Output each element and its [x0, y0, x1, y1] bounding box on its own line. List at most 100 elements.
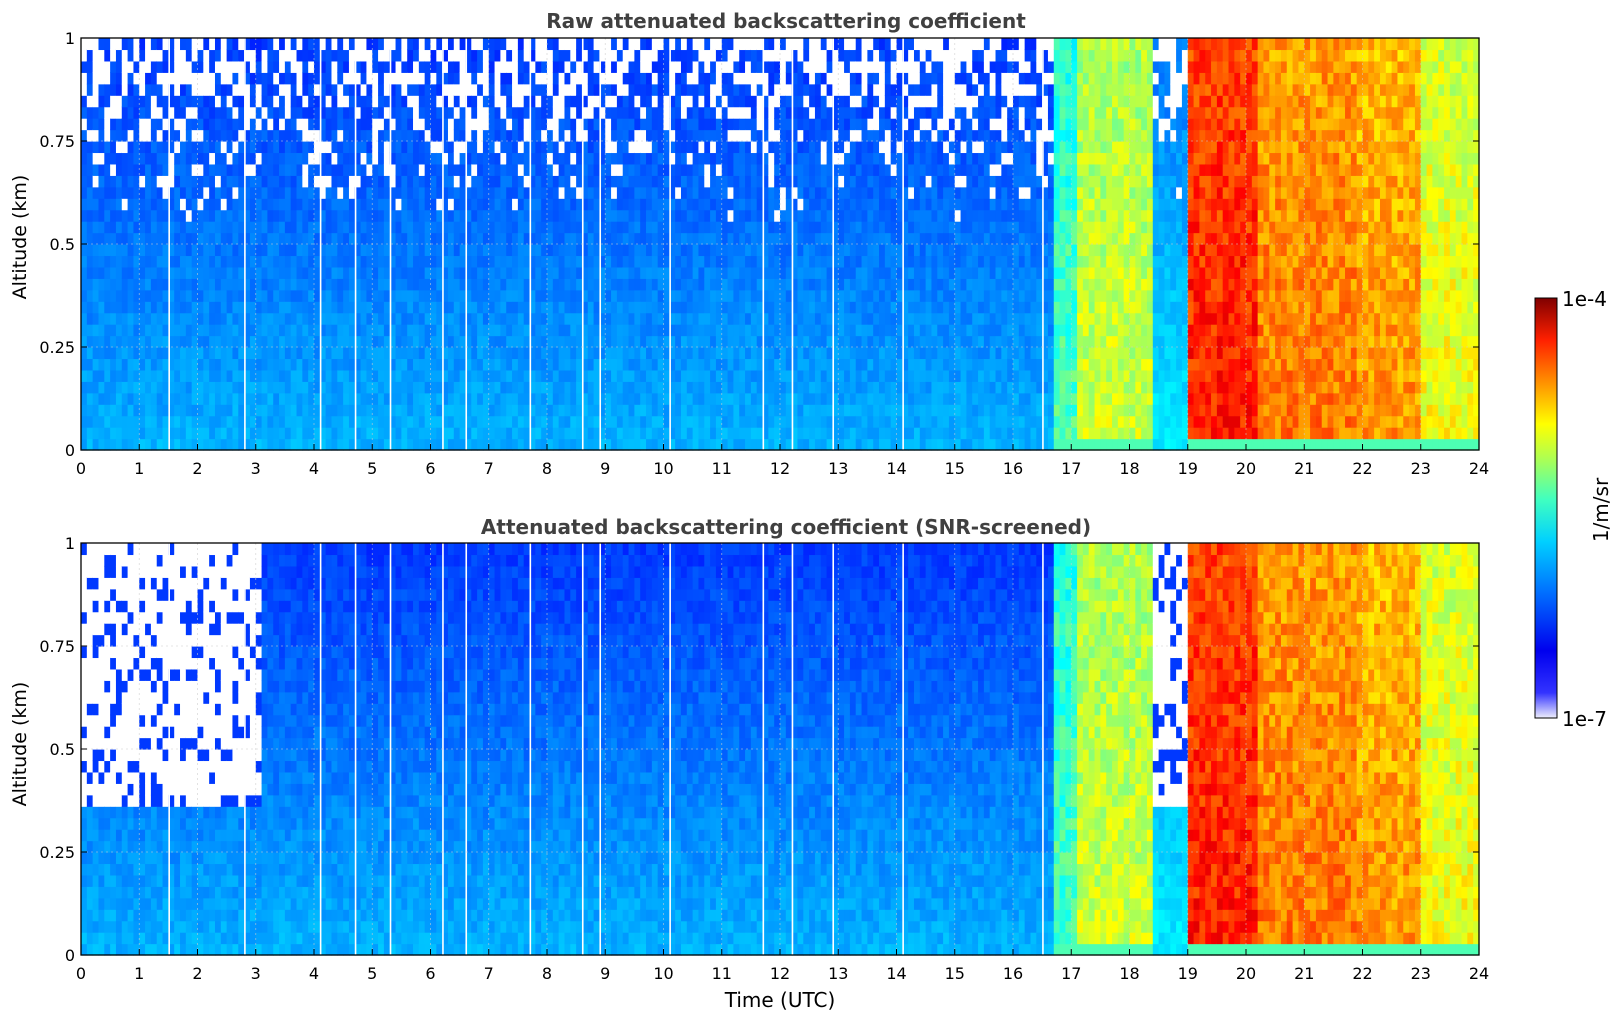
heatmap-cell	[314, 152, 320, 164]
heatmap-cell	[827, 404, 833, 416]
heatmap-cell	[349, 107, 355, 119]
heatmap-cell	[215, 324, 221, 336]
heatmap-cell	[93, 393, 99, 405]
heatmap-cell	[291, 130, 297, 142]
heatmap-cell	[564, 370, 570, 382]
heatmap-cell	[698, 72, 704, 84]
heatmap-cell	[704, 210, 710, 222]
heatmap-cell	[873, 439, 879, 451]
heatmap-cell	[396, 393, 402, 405]
heatmap-cell	[768, 164, 774, 176]
heatmap-cell	[553, 301, 559, 313]
heatmap-cell	[448, 439, 454, 451]
heatmap-cell	[809, 267, 815, 279]
heatmap-cell	[588, 290, 594, 302]
heatmap-cell	[570, 416, 576, 428]
heatmap-cell	[576, 381, 582, 393]
heatmap-cell	[751, 336, 757, 348]
heatmap-cell	[93, 313, 99, 325]
heatmap-cell	[751, 313, 757, 325]
heatmap-cell	[460, 107, 466, 119]
heatmap-cell	[559, 210, 565, 222]
heatmap-cell	[681, 187, 687, 199]
heatmap-cell	[646, 404, 652, 416]
heatmap-cell	[256, 416, 262, 428]
heatmap-cell	[337, 152, 343, 164]
heatmap-cell	[361, 347, 367, 359]
heatmap-cell	[361, 393, 367, 405]
heatmap-cell	[87, 278, 93, 290]
heatmap-cell	[419, 313, 425, 325]
heatmap-cell	[256, 198, 262, 210]
heatmap-cell	[87, 244, 93, 256]
heatmap-cell	[617, 427, 623, 439]
heatmap-cell	[174, 141, 180, 153]
heatmap-cell	[535, 130, 541, 142]
heatmap-cell	[279, 427, 285, 439]
heatmap-cell	[413, 38, 419, 50]
heatmap-cell	[180, 141, 186, 153]
heatmap-cell	[512, 255, 518, 267]
heatmap-cell	[623, 164, 629, 176]
heatmap-cell	[570, 175, 576, 187]
heatmap-cell	[809, 84, 815, 96]
heatmap-cell	[314, 130, 320, 142]
heatmap-cell	[611, 233, 617, 245]
heatmap-cell	[145, 210, 151, 222]
heatmap-cell	[652, 61, 658, 73]
heatmap-cell	[553, 336, 559, 348]
heatmap-cell	[850, 118, 856, 130]
heatmap-cell	[128, 49, 134, 61]
heatmap-cell	[413, 278, 419, 290]
heatmap-cell	[512, 324, 518, 336]
heatmap-cell	[768, 210, 774, 222]
heatmap-cell	[122, 152, 128, 164]
heatmap-cell	[291, 49, 297, 61]
heatmap-cell	[722, 358, 728, 370]
heatmap-cell	[343, 358, 349, 370]
heatmap-cell	[378, 267, 384, 279]
heatmap-cell	[477, 175, 483, 187]
heatmap-cell	[518, 187, 524, 199]
heatmap-cell	[576, 324, 582, 336]
heatmap-cell	[361, 381, 367, 393]
heatmap-cell	[489, 152, 495, 164]
heatmap-cell	[378, 336, 384, 348]
heatmap-cell	[675, 404, 681, 416]
heatmap-cell	[786, 416, 792, 428]
heatmap-cell	[617, 439, 623, 451]
heatmap-cell	[221, 324, 227, 336]
heatmap-cell	[646, 130, 652, 142]
heatmap-cell	[716, 95, 722, 107]
heatmap-cell	[757, 416, 763, 428]
heatmap-cell	[448, 175, 454, 187]
heatmap-cell	[477, 38, 483, 50]
heatmap-cell	[489, 198, 495, 210]
heatmap-cell	[815, 336, 821, 348]
heatmap-cell	[733, 38, 739, 50]
heatmap-cell	[186, 95, 192, 107]
heatmap-cell	[460, 393, 466, 405]
heatmap-cell	[337, 107, 343, 119]
heatmap-cell	[739, 358, 745, 370]
heatmap-cell	[331, 175, 337, 187]
heatmap-cell	[116, 175, 122, 187]
heatmap-cell	[495, 84, 501, 96]
heatmap-cell	[407, 290, 413, 302]
heatmap-cell	[751, 393, 757, 405]
heatmap-cell	[786, 198, 792, 210]
heatmap-cell	[128, 313, 134, 325]
heatmap-cell	[331, 141, 337, 153]
heatmap-cell	[704, 255, 710, 267]
heatmap-cell	[372, 393, 378, 405]
heatmap-cell	[862, 210, 868, 222]
heatmap-cell	[658, 336, 664, 348]
heatmap-cell	[192, 141, 198, 153]
heatmap-cell	[623, 278, 629, 290]
heatmap-cell	[605, 370, 611, 382]
heatmap-cell	[128, 118, 134, 130]
heatmap-cell	[407, 393, 413, 405]
heatmap-cell	[844, 72, 850, 84]
heatmap-cell	[110, 358, 116, 370]
heatmap-cell	[745, 164, 751, 176]
